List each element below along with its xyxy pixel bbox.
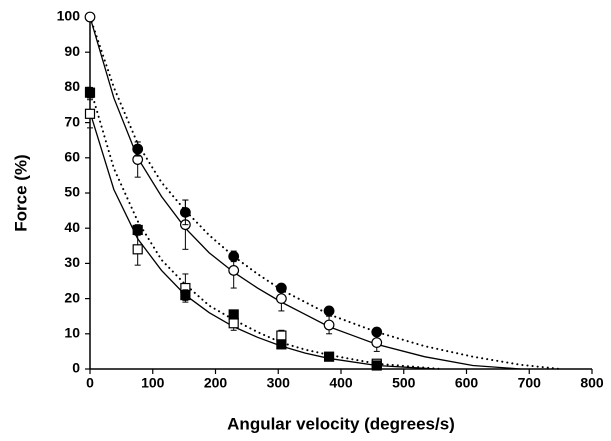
fit-curve	[89, 111, 436, 370]
y-tick-label: 0	[72, 360, 80, 376]
data-point	[84, 87, 96, 98]
data-point	[84, 108, 96, 119]
y-tick-label: 50	[64, 184, 80, 200]
fit-curve	[89, 16, 562, 370]
data-point	[132, 224, 143, 236]
x-tick-label: 200	[204, 375, 228, 391]
data-point	[371, 360, 382, 371]
y-tick-label: 90	[64, 43, 80, 59]
fit-curve	[89, 16, 521, 370]
x-tick-label: 500	[392, 375, 416, 391]
y-tick-label: 70	[64, 113, 80, 129]
data-point	[371, 337, 383, 349]
x-tick-label: 400	[329, 375, 353, 391]
data-point	[228, 309, 239, 320]
y-tick-label: 40	[64, 219, 80, 235]
x-tick-label: 300	[267, 375, 291, 391]
data-point	[323, 305, 335, 317]
data-point	[371, 326, 383, 338]
y-tick-label: 20	[64, 289, 80, 305]
data-point	[323, 351, 335, 362]
x-tick-label: 0	[86, 375, 94, 391]
data-point	[276, 330, 287, 341]
data-point	[180, 289, 191, 301]
x-tick-label: 100	[141, 375, 165, 391]
data-point	[228, 318, 239, 329]
data-point	[132, 143, 144, 155]
fit-curve	[89, 86, 443, 370]
data-point	[84, 11, 96, 23]
data-point	[228, 265, 240, 276]
data-point	[132, 244, 143, 255]
x-tick-label: 800	[580, 375, 604, 391]
y-tick-label: 80	[64, 78, 80, 94]
x-tick-label: 600	[455, 375, 479, 391]
data-point	[323, 319, 335, 331]
x-axis-title: Angular velocity (degrees/s)	[227, 414, 455, 433]
y-tick-label: 60	[64, 149, 80, 165]
x-tick-label: 700	[518, 375, 542, 391]
data-point	[275, 293, 287, 305]
y-axis-title: Force (%)	[11, 154, 30, 231]
data-point	[228, 250, 240, 262]
y-tick-label: 10	[64, 325, 80, 341]
y-tick-label: 30	[64, 254, 80, 270]
y-tick-label: 100	[57, 8, 81, 24]
data-point	[275, 282, 287, 294]
data-point	[179, 206, 191, 218]
data-point	[276, 339, 287, 350]
